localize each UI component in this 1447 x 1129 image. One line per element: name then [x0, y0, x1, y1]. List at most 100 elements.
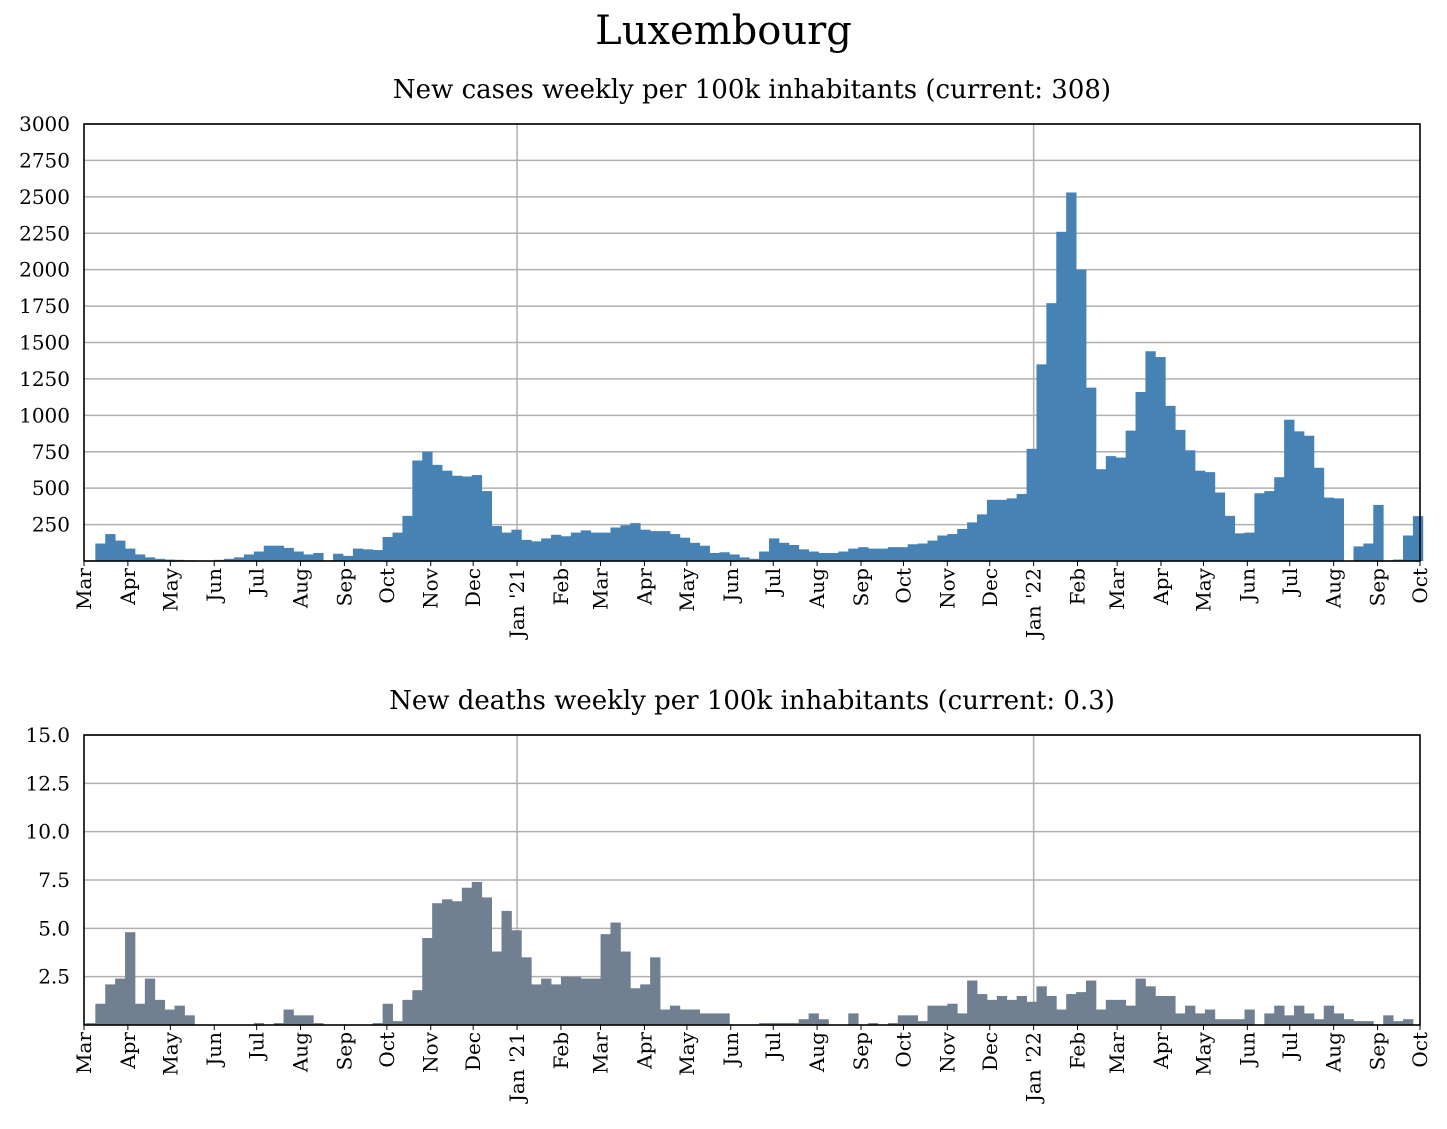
bar	[491, 526, 502, 561]
bar	[115, 540, 126, 561]
bar	[620, 951, 631, 1025]
bar	[1026, 1001, 1037, 1025]
bar	[986, 499, 998, 561]
bar	[937, 1005, 948, 1025]
x-tick-label: Jul	[761, 1032, 785, 1061]
bar	[293, 551, 304, 561]
bar	[917, 543, 928, 561]
bar	[1036, 986, 1047, 1025]
x-tick-label: Feb	[1066, 568, 1090, 605]
bar	[1056, 231, 1067, 561]
bar	[164, 1009, 175, 1025]
bar	[600, 934, 611, 1025]
y-tick-label: 5.0	[38, 916, 70, 940]
bar	[362, 549, 374, 561]
y-tick-label: 12.5	[25, 771, 70, 795]
y-tick-label: 750	[32, 440, 70, 464]
bar	[1294, 431, 1305, 561]
bar	[293, 1015, 304, 1025]
bar	[877, 548, 889, 561]
bar	[333, 553, 344, 561]
x-tick-label: Oct	[891, 568, 915, 604]
x-tick-label: Oct	[1408, 1032, 1432, 1068]
bar	[521, 539, 532, 561]
x-tick-label: Mar	[1105, 1032, 1129, 1074]
bar	[679, 1009, 691, 1025]
bar	[253, 551, 265, 561]
bar	[838, 551, 849, 561]
x-tick-label: May	[675, 567, 699, 611]
bar	[551, 534, 562, 561]
chart-title: New deaths weekly per 100k inhabitants (…	[389, 686, 1115, 716]
bar	[719, 552, 730, 561]
x-tick-label: May	[675, 1031, 699, 1075]
bar	[1403, 1019, 1414, 1025]
x-tick-label: Aug	[805, 568, 829, 609]
bar	[442, 899, 453, 1025]
bar	[580, 978, 592, 1025]
bar	[1115, 457, 1127, 561]
x-tick-label: Jan '22	[1022, 1032, 1046, 1104]
x-tick-label: May	[158, 1031, 182, 1075]
x-tick-label: Aug	[805, 1032, 829, 1073]
x-tick-label: Jul	[1278, 568, 1302, 597]
bar	[1204, 1009, 1216, 1025]
bar	[907, 1015, 918, 1025]
bar	[660, 531, 671, 561]
deaths-chart: New deaths weekly per 100k inhabitants (…	[25, 686, 1432, 1104]
bar	[481, 491, 492, 561]
bar	[144, 557, 156, 561]
y-tick-label: 1750	[19, 294, 70, 318]
bar	[996, 996, 1008, 1025]
bar	[590, 978, 601, 1025]
bar	[1214, 1019, 1226, 1025]
bar	[105, 984, 116, 1025]
bar	[600, 532, 611, 561]
bar	[313, 552, 324, 561]
bar	[967, 522, 978, 561]
bar	[689, 1009, 701, 1025]
bar	[1264, 1013, 1275, 1025]
bar	[1254, 493, 1265, 561]
bar	[768, 1023, 780, 1025]
x-tick-label: Sep	[849, 568, 873, 606]
bar	[412, 460, 423, 561]
bar	[392, 532, 403, 561]
y-tick-label: 1000	[19, 403, 70, 427]
bar	[1036, 364, 1047, 561]
bar	[699, 1013, 710, 1025]
bar	[1135, 978, 1146, 1025]
bar	[154, 999, 166, 1025]
bar	[303, 554, 314, 561]
x-tick-label: Jun	[1235, 1032, 1259, 1068]
bar	[1076, 992, 1087, 1025]
bar	[808, 1013, 819, 1025]
x-tick-label: Jun	[202, 568, 226, 604]
bar	[1046, 303, 1057, 561]
y-tick-label: 250	[32, 513, 70, 537]
bar	[461, 476, 473, 561]
bar	[996, 499, 1008, 561]
bar	[125, 932, 136, 1025]
bar	[1333, 1013, 1344, 1025]
bar	[610, 527, 621, 561]
bar	[382, 536, 393, 561]
bar	[471, 881, 483, 1025]
bar	[422, 938, 433, 1025]
bar	[85, 1023, 96, 1025]
x-tick-label: Aug	[1322, 1032, 1346, 1073]
bar	[1323, 1005, 1335, 1025]
bar	[778, 542, 790, 561]
bar	[1343, 1019, 1354, 1025]
x-tick-label: Jan '21	[505, 1032, 529, 1104]
bar	[541, 978, 552, 1025]
bar	[1383, 1015, 1394, 1025]
y-tick-label: 10.0	[25, 820, 70, 844]
x-tick-label: Jun	[202, 1032, 226, 1068]
x-tick-label: Nov	[419, 567, 443, 609]
bar	[689, 542, 701, 561]
bar	[372, 550, 384, 561]
bar	[917, 1021, 928, 1025]
bar	[1165, 996, 1176, 1025]
bar	[134, 554, 146, 561]
